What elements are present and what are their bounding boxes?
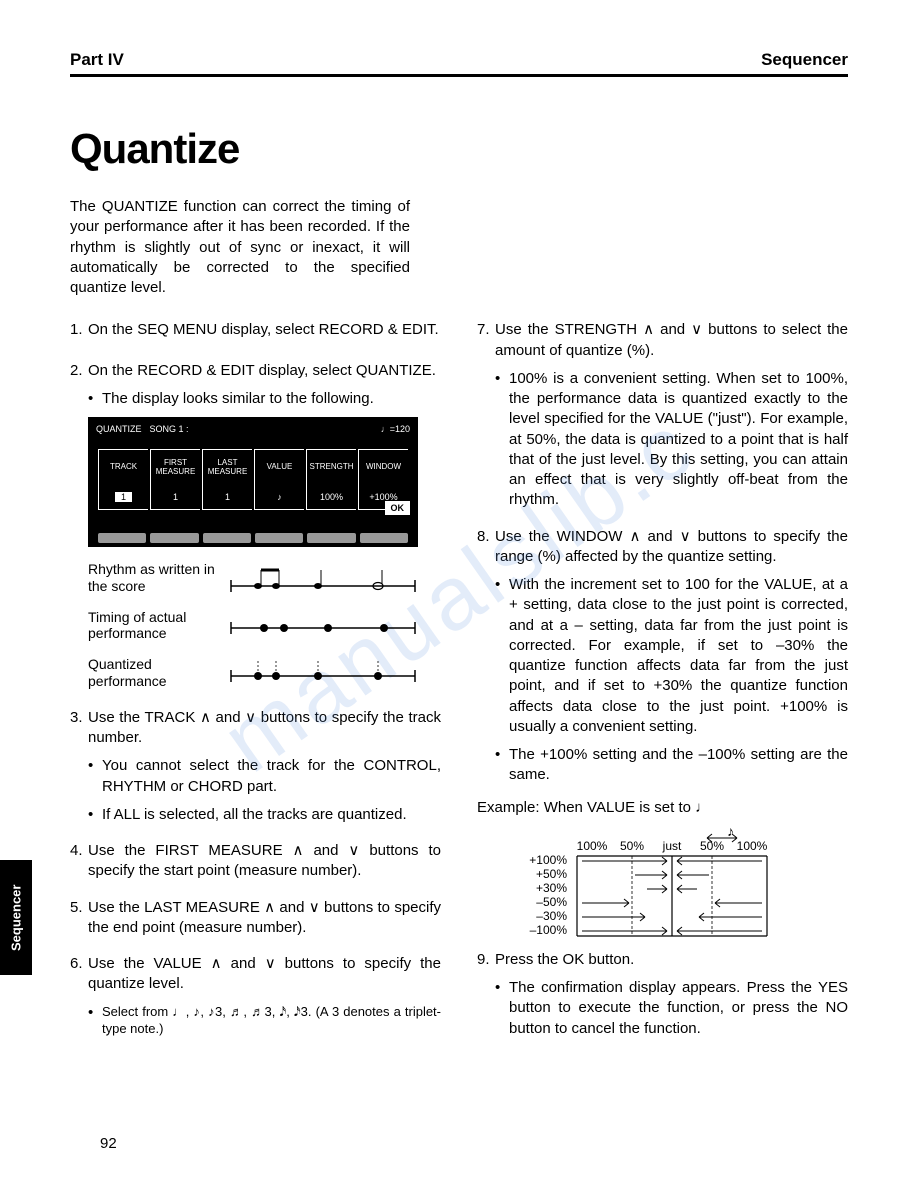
display-val: 1 xyxy=(150,485,200,510)
notation-label: Quantized performance xyxy=(88,656,228,690)
step-text: Use the WINDOW ∧ and ∨ buttons to specif… xyxy=(495,527,848,568)
bullet-text: 100% is a convenient setting. When set t… xyxy=(509,369,848,511)
display-col: TRACK xyxy=(98,449,148,485)
svg-text:+50%: +50% xyxy=(536,867,567,881)
side-tab: Sequencer xyxy=(0,860,32,975)
bullet-text: If ALL is selected, all the tracks are q… xyxy=(102,805,441,825)
svg-text:just: just xyxy=(662,839,682,853)
left-column: 1.On the SEQ MENU display, select RECORD… xyxy=(70,320,441,1047)
arrow-icon xyxy=(203,533,251,543)
step-num: 5. xyxy=(70,898,88,939)
notation-line xyxy=(228,566,418,590)
display-val: 1 xyxy=(202,485,252,510)
notation-line xyxy=(228,661,418,685)
svg-text:100%: 100% xyxy=(737,839,768,853)
svg-text:–30%: –30% xyxy=(536,909,567,923)
notation-line xyxy=(228,613,418,637)
notation-label: Rhythm as written in the score xyxy=(88,561,228,595)
arrow-icon xyxy=(360,533,408,543)
svg-text:+100%: +100% xyxy=(529,853,567,867)
display-ok-button: OK xyxy=(385,501,411,515)
step-num: 4. xyxy=(70,841,88,882)
svg-text:–100%: –100% xyxy=(530,923,568,937)
window-diagram: 100% 50% just 50% 100% ♪ +100% +50% +30%… xyxy=(507,826,807,936)
lcd-display: QUANTIZE SONG 1 : ♩=120 TRACK FIRST MEAS… xyxy=(88,417,418,547)
page-title: Quantize xyxy=(70,125,848,173)
step-num: 2. xyxy=(70,361,88,381)
header-left: Part IV xyxy=(70,50,124,70)
step-num: 1. xyxy=(70,320,88,340)
display-col: VALUE xyxy=(254,449,304,485)
notation-diagram: Rhythm as written in the score Tim xyxy=(88,561,418,690)
step-num: 9. xyxy=(477,950,495,970)
display-title: QUANTIZE xyxy=(96,423,142,435)
svg-text:50%: 50% xyxy=(700,839,724,853)
bullet-text: Select from ♩, ♪, ♪3, ♬, ♬3, 𝅘𝅥𝅯, 𝅘𝅥𝅯3. … xyxy=(102,1003,441,1038)
display-tempo: ♩=120 xyxy=(381,423,410,435)
step-num: 6. xyxy=(70,954,88,995)
notation-label: Timing of actual performance xyxy=(88,609,228,643)
bullet-text: The confirmation display appears. Press … xyxy=(509,978,848,1039)
step-text: Use the FIRST MEASURE ∧ and ∨ buttons to… xyxy=(88,841,441,882)
display-song: SONG 1 : xyxy=(150,423,189,435)
step-text: On the SEQ MENU display, select RECORD &… xyxy=(88,320,441,340)
bullet-text: You cannot select the track for the CONT… xyxy=(102,756,441,797)
step-num: 7. xyxy=(477,320,495,361)
svg-text:100%: 100% xyxy=(577,839,608,853)
right-column: 7.Use the STRENGTH ∧ and ∨ buttons to se… xyxy=(477,320,848,1047)
step-text: Use the STRENGTH ∧ and ∨ buttons to sele… xyxy=(495,320,848,361)
arrow-icon xyxy=(98,533,146,543)
step-text: Use the VALUE ∧ and ∨ buttons to specify… xyxy=(88,954,441,995)
display-val: 100% xyxy=(306,485,356,510)
bullet-text: With the increment set to 100 for the VA… xyxy=(509,575,848,737)
intro-text: The QUANTIZE function can correct the ti… xyxy=(70,197,410,298)
content-columns: 1.On the SEQ MENU display, select RECORD… xyxy=(70,320,848,1047)
display-val: 1 xyxy=(98,485,148,510)
page-number: 92 xyxy=(100,1135,117,1152)
step-num: 8. xyxy=(477,527,495,568)
step-text: Use the LAST MEASURE ∧ and ∨ buttons to … xyxy=(88,898,441,939)
svg-text:♪: ♪ xyxy=(727,826,734,839)
svg-text:50%: 50% xyxy=(620,839,644,853)
step-text: On the RECORD & EDIT display, select QUA… xyxy=(88,361,441,381)
display-col: LAST MEASURE xyxy=(202,449,252,485)
svg-text:–50%: –50% xyxy=(536,895,567,909)
arrow-icon xyxy=(255,533,303,543)
display-col: FIRST MEASURE xyxy=(150,449,200,485)
page-header: Part IV Sequencer xyxy=(70,50,848,77)
bullet-text: The display looks similar to the followi… xyxy=(102,389,441,409)
display-col: WINDOW xyxy=(358,449,408,485)
example-label: Example: When VALUE is set to ♩ xyxy=(477,798,848,818)
display-val: ♪ xyxy=(254,485,304,510)
step-text: Use the TRACK ∧ and ∨ buttons to specify… xyxy=(88,708,441,749)
display-col: STRENGTH xyxy=(306,449,356,485)
bullet-text: The +100% setting and the –100% setting … xyxy=(509,745,848,786)
arrow-icon xyxy=(307,533,355,543)
step-num: 3. xyxy=(70,708,88,749)
svg-text:+30%: +30% xyxy=(536,881,567,895)
header-right: Sequencer xyxy=(761,50,848,70)
arrow-icon xyxy=(150,533,198,543)
